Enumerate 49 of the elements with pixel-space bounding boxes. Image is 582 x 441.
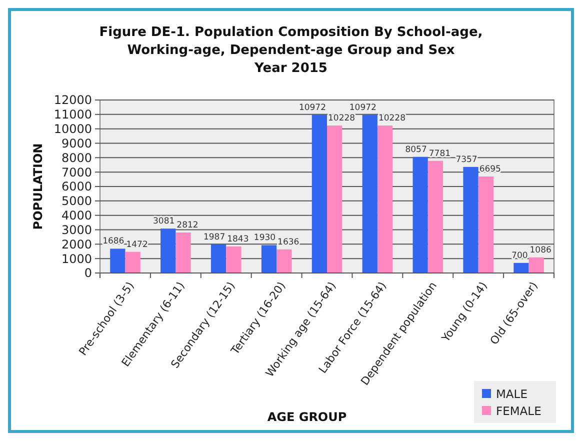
bar [463, 166, 478, 273]
bar [176, 232, 191, 273]
data-label: 10228 [328, 114, 356, 124]
bar [528, 257, 544, 273]
bar [261, 245, 277, 273]
x-axis-title: AGE GROUP [267, 410, 347, 424]
bar [514, 262, 529, 273]
bar [312, 114, 327, 273]
y-axis-title: POPULATION [31, 143, 45, 230]
bar [210, 244, 226, 273]
bar [327, 126, 342, 273]
data-label: 10972 [298, 102, 326, 113]
bar [478, 176, 494, 273]
bar [125, 252, 140, 273]
y-tick-label: 0 [84, 266, 92, 280]
y-tick-label: 7000 [61, 165, 92, 180]
y-tick-label: 10000 [54, 122, 92, 136]
bar [428, 160, 444, 273]
bar [226, 246, 242, 273]
y-tick-label: 11000 [54, 108, 92, 122]
y-tick-label: 5000 [61, 194, 92, 208]
bar [276, 249, 292, 273]
bar [377, 126, 393, 273]
legend-label: MALE [496, 387, 528, 402]
y-tick-label: 2000 [61, 237, 92, 252]
data-label: 7781 [428, 148, 451, 159]
chart-title: Figure DE-1. Population Composition By School-age, Working-age, Dependent-age Group and Sex Year 2015 [99, 25, 483, 76]
y-tick-label: 3000 [61, 222, 92, 237]
bar [412, 156, 428, 273]
bar [110, 248, 126, 273]
data-label: 7357 [456, 154, 478, 165]
data-label: 2812 [176, 220, 198, 230]
data-label: 1086 [530, 245, 552, 256]
y-tick-label: 1000 [61, 252, 92, 266]
data-label: 8057 [405, 144, 427, 155]
y-tick-label: 12000 [54, 93, 92, 108]
y-tick-label: 8000 [61, 150, 92, 165]
data-label: 1987 [203, 232, 226, 242]
y-tick-label: 6000 [61, 180, 92, 194]
data-label: 1930 [254, 233, 276, 244]
legend-label: FEMALE [496, 404, 542, 418]
bar [160, 228, 176, 273]
bar [362, 114, 378, 273]
y-tick-label: 9000 [61, 136, 92, 150]
y-tick-label: 4000 [61, 208, 92, 223]
data-label: 3081 [153, 216, 175, 227]
data-label: 10228 [378, 114, 406, 124]
data-label: 1843 [227, 234, 249, 244]
data-label: 10972 [349, 102, 376, 113]
